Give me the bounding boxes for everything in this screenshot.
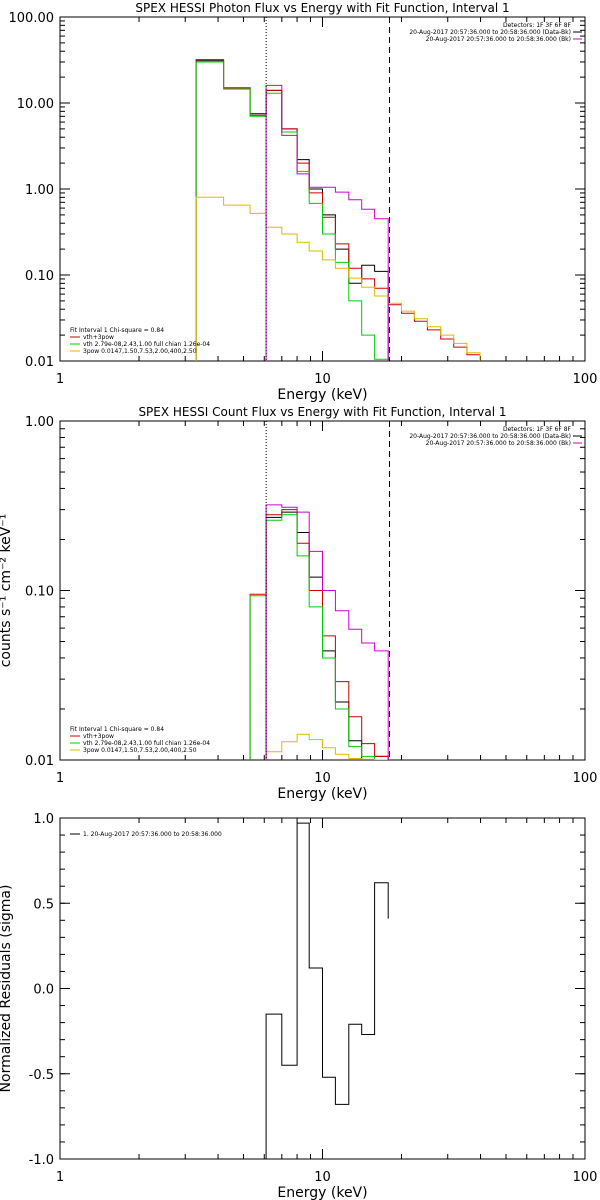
x-tick-label: 1 bbox=[56, 771, 64, 786]
y-tick-label: 1.00 bbox=[25, 415, 54, 430]
y-tick-label: 0.10 bbox=[25, 585, 54, 600]
info-text: Detectors: 1F 3F 6F 8F bbox=[503, 22, 572, 29]
legend-text: vth+3pow bbox=[83, 733, 114, 740]
x-axis-label: Energy (keV) bbox=[277, 786, 367, 802]
info-text: Detectors: 1F 3F 6F 8F bbox=[503, 426, 572, 433]
x-axis-label: Energy (keV) bbox=[277, 387, 367, 403]
y-tick-label: -1.0 bbox=[29, 1153, 54, 1168]
series-line bbox=[195, 60, 389, 361]
y-tick-label: -0.5 bbox=[29, 1068, 54, 1083]
legend-text: Fit Interval 1 Chi-square = 0.84 bbox=[70, 327, 164, 334]
panel-1: 1 10 100 0.01 0.10 1.00 10.00 100.00 SPEX HESSI … bbox=[9, 1, 598, 403]
series-group bbox=[249, 504, 389, 760]
y-axis-label: Normalized Residuals (sigma) bbox=[0, 885, 14, 1093]
legend-text: Fit Interval 1 Chi-square = 0.84 bbox=[70, 726, 164, 733]
y-axis-label: counts s⁻¹ cm⁻² keV⁻¹ bbox=[0, 514, 14, 668]
legend-text: vth 2.79e-08,2.43,1.00 full chian 1.26e-… bbox=[83, 740, 210, 747]
x-axis-label: Energy (keV) bbox=[277, 1185, 367, 1200]
y-tick-label: 100.00 bbox=[9, 11, 55, 26]
series-line bbox=[195, 196, 481, 361]
y-tick-label: 0.5 bbox=[33, 897, 54, 912]
info-text: 20-Aug-2017 20:57:36.000 to 20:58:36.000… bbox=[426, 440, 571, 447]
legend-text: 3pow 0.0147,1.50,7.53,2.00,400,2.50 bbox=[83, 747, 197, 754]
x-tick-label: 1 bbox=[56, 1170, 64, 1185]
series-line bbox=[265, 822, 389, 1159]
x-tick-label: 100 bbox=[573, 1170, 598, 1185]
y-tick-label: 0.10 bbox=[25, 269, 54, 284]
x-tick-label: 100 bbox=[573, 771, 598, 786]
y-tick-label: 1.0 bbox=[33, 812, 54, 827]
series-line bbox=[265, 504, 389, 760]
legend-text: 1. 20-Aug-2017 20:57:36.000 to 20:58:36.… bbox=[83, 831, 222, 838]
series-line bbox=[249, 509, 389, 760]
series-line bbox=[249, 514, 389, 760]
info-text: 20-Aug-2017 20:57:36.000 to 20:58:36.000… bbox=[409, 29, 571, 36]
series-line bbox=[265, 84, 389, 361]
y-tick-label: 0.01 bbox=[25, 754, 54, 769]
panel-3: 1 10 100 -1.0 -0.5 0.0 0.5 1.0 Energy (keV) Norma… bbox=[0, 812, 597, 1200]
legend-text: vth 2.79e-08,2.43,1.00 full chian 1.26e-… bbox=[83, 341, 210, 348]
info-text: 20-Aug-2017 20:57:36.000 to 20:58:36.000… bbox=[426, 36, 571, 43]
info-text: 20-Aug-2017 20:57:36.000 to 20:58:36.000… bbox=[409, 433, 571, 440]
y-tick-label: 1.00 bbox=[25, 183, 54, 198]
y-tick-label: 10.00 bbox=[17, 97, 54, 112]
series-line bbox=[195, 61, 389, 361]
series-line bbox=[265, 733, 389, 760]
series-group bbox=[195, 59, 481, 361]
legend-text: 3pow 0.0147,1.50,7.53,2.00,400,2.50 bbox=[83, 348, 197, 355]
y-tick-label: 0.0 bbox=[33, 983, 54, 998]
series-group bbox=[265, 822, 389, 1159]
x-tick-label: 1 bbox=[56, 372, 64, 387]
legend-text: vth+3pow bbox=[83, 334, 114, 341]
series-line bbox=[195, 59, 481, 361]
x-tick-label: 10 bbox=[314, 771, 331, 786]
series-line bbox=[265, 511, 389, 760]
x-tick-label: 100 bbox=[573, 372, 598, 387]
y-tick-label: 0.01 bbox=[25, 355, 54, 370]
x-tick-label: 10 bbox=[314, 372, 331, 387]
chart-title: SPEX HESSI Count Flux vs Energy with Fit… bbox=[138, 405, 506, 419]
chart-title: SPEX HESSI Photon Flux vs Energy with Fi… bbox=[135, 1, 509, 15]
x-tick-label: 10 bbox=[314, 1170, 331, 1185]
panel-2: 1 10 100 0.01 0.10 1.00 SPEX HESSI Count Flux … bbox=[0, 405, 597, 802]
